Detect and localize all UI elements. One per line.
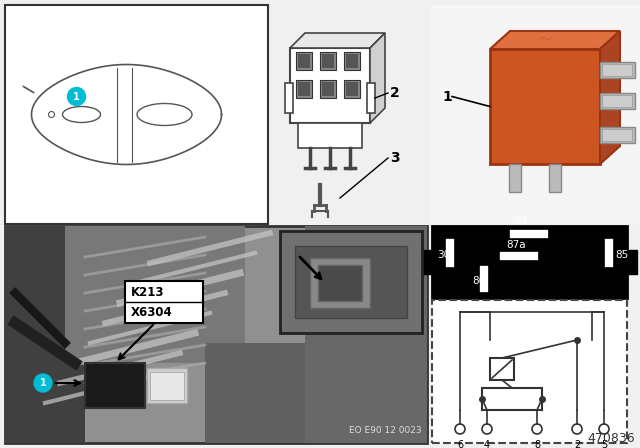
Bar xyxy=(295,246,407,318)
Text: X6304: X6304 xyxy=(131,306,173,319)
Bar xyxy=(432,226,627,298)
Text: 85: 85 xyxy=(615,250,628,260)
Bar xyxy=(344,80,360,98)
Bar xyxy=(346,54,358,68)
Polygon shape xyxy=(370,33,385,123)
Bar xyxy=(346,82,358,96)
Bar xyxy=(318,265,362,301)
Bar xyxy=(600,127,635,143)
Text: 8: 8 xyxy=(534,440,540,448)
Text: 1: 1 xyxy=(73,91,80,102)
Bar xyxy=(422,250,432,274)
Bar xyxy=(600,93,635,109)
Bar xyxy=(5,226,427,443)
Bar xyxy=(627,250,637,274)
Text: ~: ~ xyxy=(537,30,553,48)
Text: 2: 2 xyxy=(574,440,580,448)
Bar xyxy=(344,52,360,70)
Text: 1: 1 xyxy=(442,90,452,103)
Text: 86: 86 xyxy=(472,276,485,286)
Bar xyxy=(509,164,521,192)
Bar xyxy=(205,343,305,443)
Bar xyxy=(285,83,293,113)
Text: 87a: 87a xyxy=(506,240,526,250)
Bar xyxy=(298,54,310,68)
Text: 3: 3 xyxy=(390,151,399,165)
Bar xyxy=(322,82,334,96)
Bar xyxy=(298,82,310,96)
Bar xyxy=(482,388,542,410)
Polygon shape xyxy=(600,31,620,164)
Text: 87: 87 xyxy=(515,216,527,226)
Bar xyxy=(147,368,187,403)
Bar xyxy=(602,95,632,107)
Bar xyxy=(320,80,336,98)
Bar xyxy=(430,5,640,224)
Bar xyxy=(290,48,370,123)
Bar xyxy=(125,281,203,323)
Bar xyxy=(65,226,245,363)
Bar xyxy=(602,129,632,141)
Bar xyxy=(490,49,600,164)
Bar xyxy=(280,231,422,333)
Circle shape xyxy=(34,374,52,392)
Bar xyxy=(322,54,334,68)
Bar xyxy=(600,62,635,78)
Text: K213: K213 xyxy=(131,285,164,298)
Polygon shape xyxy=(490,31,620,49)
Bar xyxy=(310,258,370,308)
Bar xyxy=(296,80,312,98)
Bar xyxy=(602,64,632,76)
Bar xyxy=(305,226,427,443)
Bar xyxy=(298,123,362,148)
Bar xyxy=(85,363,145,408)
Text: EO E90 12 0023: EO E90 12 0023 xyxy=(349,426,422,435)
Bar xyxy=(320,52,336,70)
Text: 5: 5 xyxy=(601,440,607,448)
Text: 6: 6 xyxy=(457,440,463,448)
Text: 2: 2 xyxy=(390,86,400,100)
Bar xyxy=(150,372,184,400)
Text: 4: 4 xyxy=(484,440,490,448)
Text: 1: 1 xyxy=(40,378,46,388)
Bar xyxy=(490,358,514,380)
Text: 30: 30 xyxy=(437,250,450,260)
Bar xyxy=(432,300,627,443)
Bar xyxy=(549,164,561,192)
Bar xyxy=(5,226,85,443)
Bar xyxy=(5,5,268,224)
Polygon shape xyxy=(290,33,385,48)
Bar xyxy=(296,52,312,70)
Text: 470836: 470836 xyxy=(588,432,635,445)
Circle shape xyxy=(67,87,86,105)
Bar xyxy=(367,83,375,113)
